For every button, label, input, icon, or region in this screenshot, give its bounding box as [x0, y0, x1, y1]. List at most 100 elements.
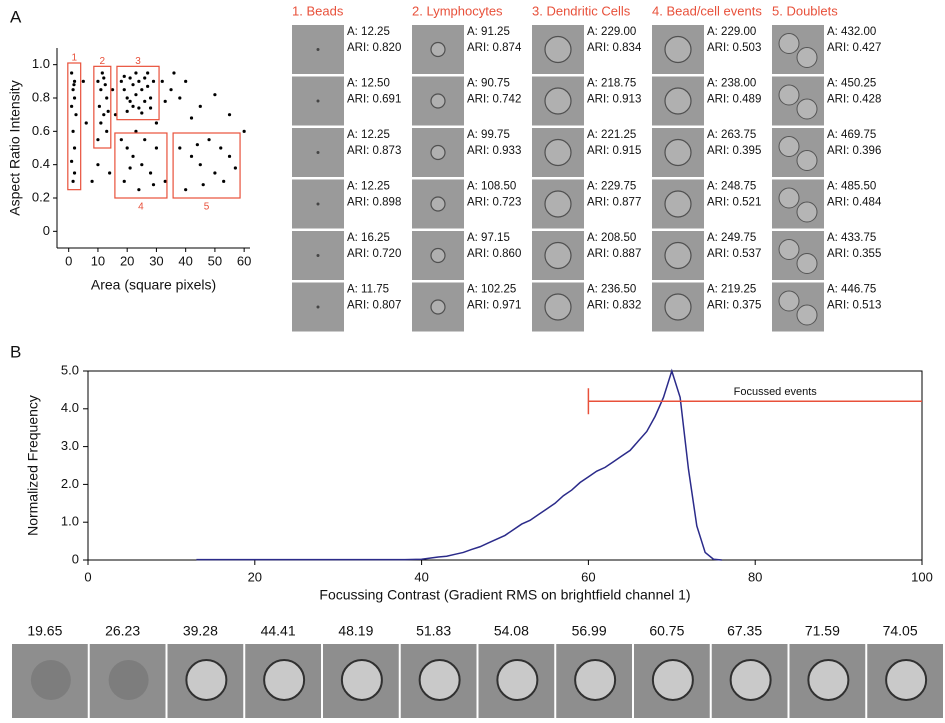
ari-label: ARI: 0.820 — [347, 42, 401, 54]
x-tick-label: 40 — [414, 569, 428, 584]
point — [154, 146, 159, 150]
point — [103, 83, 107, 87]
point — [227, 154, 232, 158]
point — [148, 171, 153, 175]
cell-image — [772, 25, 824, 74]
bead — [316, 48, 320, 51]
point — [198, 104, 202, 108]
area-label: A: 469.75 — [827, 129, 876, 141]
strip-cell — [263, 659, 306, 701]
point — [122, 74, 126, 78]
y-tick-label: 0.8 — [32, 89, 50, 104]
point — [137, 188, 141, 192]
point — [71, 179, 75, 183]
point — [90, 179, 94, 183]
strip-cell — [807, 659, 850, 701]
panel-label: B — [10, 342, 21, 361]
point — [108, 171, 112, 175]
point — [84, 121, 88, 125]
area-label: A: 450.25 — [827, 78, 876, 90]
strip-label: 19.65 — [27, 623, 62, 639]
point — [99, 88, 103, 92]
strip-cell — [108, 660, 149, 700]
point — [143, 138, 147, 142]
x-tick-label: 0 — [65, 253, 72, 268]
cell — [664, 35, 692, 64]
ari-label: ARI: 0.933 — [467, 145, 521, 157]
point — [134, 129, 138, 133]
point — [233, 166, 237, 170]
cell — [544, 241, 572, 270]
gate-label: 1 — [71, 53, 77, 64]
point — [72, 83, 76, 87]
point — [122, 88, 126, 92]
x-tick-label: 20 — [120, 253, 134, 268]
area-label: A: 432.00 — [827, 26, 876, 38]
cell-image — [772, 179, 824, 229]
area-label: A: 263.75 — [707, 129, 756, 141]
area-label: A: 16.25 — [347, 232, 390, 244]
ari-label: ARI: 0.874 — [467, 42, 522, 54]
cell — [796, 47, 818, 68]
area-label: A: 236.50 — [587, 284, 636, 296]
cell — [430, 247, 446, 264]
area-label: A: 249.75 — [707, 232, 756, 244]
cell — [796, 150, 818, 171]
x-axis-title: Area (square pixels) — [91, 277, 216, 293]
ari-label: ARI: 0.832 — [587, 300, 641, 312]
cell — [544, 138, 572, 167]
point — [172, 71, 176, 75]
point — [148, 106, 153, 110]
area-label: A: 12.25 — [347, 181, 390, 193]
area-label: A: 485.50 — [827, 181, 876, 193]
point — [201, 183, 205, 187]
x-tick-label: 30 — [149, 253, 163, 268]
strip-cell — [885, 659, 928, 701]
panel-label: A — [10, 7, 22, 26]
area-label: A: 238.00 — [707, 78, 756, 90]
ari-label: ARI: 0.513 — [827, 300, 881, 312]
y-axis-title: Normalized Frequency — [25, 395, 41, 536]
ari-label: ARI: 0.723 — [467, 197, 521, 209]
point — [96, 138, 100, 142]
point — [128, 166, 132, 170]
y-tick-label: 1.0 — [61, 514, 79, 529]
cell — [430, 196, 446, 212]
area-label: A: 12.25 — [347, 26, 390, 38]
cell — [778, 84, 800, 106]
point — [122, 179, 126, 183]
strip-cell — [30, 660, 71, 700]
cell — [778, 290, 800, 312]
cell — [430, 144, 446, 161]
point — [134, 93, 138, 97]
column-title: 1. Beads — [292, 3, 344, 18]
point — [97, 104, 102, 108]
cell — [664, 241, 692, 270]
point — [102, 76, 106, 80]
point — [99, 121, 103, 125]
cell — [430, 41, 446, 58]
area-label: A: 90.75 — [467, 78, 510, 90]
area-label: A: 108.50 — [467, 181, 516, 193]
ari-label: ARI: 0.887 — [587, 248, 641, 260]
cell — [664, 293, 692, 321]
ari-label: ARI: 0.521 — [707, 197, 761, 209]
point — [125, 96, 129, 100]
ari-label: ARI: 0.807 — [347, 300, 401, 312]
area-label: A: 12.50 — [347, 78, 390, 90]
point — [189, 154, 194, 158]
area-label: A: 433.75 — [827, 232, 876, 244]
point — [113, 113, 118, 117]
cell — [796, 304, 818, 326]
point — [72, 146, 77, 150]
ari-label: ARI: 0.428 — [827, 94, 881, 106]
gate — [67, 62, 82, 191]
cell — [778, 33, 800, 54]
cell-image — [772, 231, 824, 280]
y-tick-label: 0.2 — [32, 189, 50, 204]
strip-cell — [185, 659, 228, 701]
plot-frame — [87, 370, 923, 561]
strip-label: 44.41 — [261, 623, 296, 639]
cell — [664, 138, 692, 167]
